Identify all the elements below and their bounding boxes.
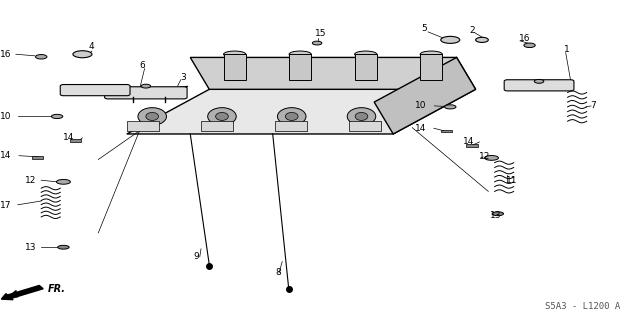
Ellipse shape bbox=[141, 84, 150, 88]
Bar bbox=[349, 121, 381, 131]
Ellipse shape bbox=[278, 108, 306, 125]
Ellipse shape bbox=[355, 113, 368, 121]
Ellipse shape bbox=[146, 113, 159, 121]
Bar bbox=[289, 54, 311, 80]
Text: 10: 10 bbox=[0, 112, 12, 121]
Ellipse shape bbox=[73, 51, 92, 58]
Text: 14: 14 bbox=[0, 151, 12, 160]
Bar bbox=[127, 121, 159, 131]
Text: 17: 17 bbox=[0, 201, 12, 210]
Ellipse shape bbox=[51, 115, 63, 119]
FancyBboxPatch shape bbox=[105, 87, 187, 99]
Text: 12: 12 bbox=[26, 176, 36, 185]
Text: 16: 16 bbox=[0, 50, 12, 59]
Ellipse shape bbox=[312, 41, 322, 45]
Bar bbox=[420, 54, 442, 80]
Text: 13: 13 bbox=[26, 243, 37, 252]
Text: 1: 1 bbox=[564, 45, 570, 54]
Bar bbox=[32, 156, 43, 159]
Ellipse shape bbox=[441, 36, 460, 43]
Ellipse shape bbox=[484, 155, 499, 160]
Text: 3: 3 bbox=[180, 73, 186, 82]
FancyArrow shape bbox=[1, 286, 43, 300]
Text: FR.: FR. bbox=[47, 284, 65, 294]
Text: 14: 14 bbox=[415, 124, 427, 133]
Text: 9: 9 bbox=[193, 252, 199, 261]
Text: 15: 15 bbox=[315, 29, 326, 38]
Text: 12: 12 bbox=[479, 152, 491, 161]
FancyBboxPatch shape bbox=[60, 85, 130, 96]
Text: 10: 10 bbox=[415, 101, 427, 110]
Bar bbox=[466, 144, 477, 147]
Bar bbox=[223, 54, 246, 80]
Polygon shape bbox=[190, 57, 476, 89]
Text: 6: 6 bbox=[140, 61, 145, 70]
Text: 14: 14 bbox=[63, 133, 75, 142]
Bar bbox=[275, 121, 307, 131]
Text: S5A3 - L1200 A: S5A3 - L1200 A bbox=[545, 302, 621, 311]
Bar bbox=[70, 139, 81, 142]
Text: 5: 5 bbox=[422, 24, 428, 33]
Ellipse shape bbox=[476, 37, 488, 42]
Ellipse shape bbox=[216, 113, 228, 121]
Ellipse shape bbox=[534, 79, 544, 83]
Polygon shape bbox=[374, 57, 476, 134]
Text: 4: 4 bbox=[89, 42, 95, 51]
Ellipse shape bbox=[138, 108, 166, 125]
Bar bbox=[441, 130, 452, 132]
Bar bbox=[355, 54, 377, 80]
Text: 8: 8 bbox=[276, 268, 282, 277]
Ellipse shape bbox=[35, 55, 47, 59]
FancyBboxPatch shape bbox=[504, 80, 574, 91]
Ellipse shape bbox=[445, 105, 456, 109]
Ellipse shape bbox=[524, 43, 535, 48]
Text: 14: 14 bbox=[463, 137, 474, 146]
Ellipse shape bbox=[208, 108, 236, 125]
Ellipse shape bbox=[285, 113, 298, 121]
Ellipse shape bbox=[492, 212, 504, 216]
Text: 13: 13 bbox=[490, 211, 502, 220]
Ellipse shape bbox=[58, 245, 69, 249]
Ellipse shape bbox=[420, 51, 442, 57]
Polygon shape bbox=[127, 89, 476, 134]
Ellipse shape bbox=[355, 51, 377, 57]
Bar bbox=[201, 121, 232, 131]
Text: 11: 11 bbox=[506, 176, 518, 185]
Text: 16: 16 bbox=[519, 34, 531, 43]
Ellipse shape bbox=[348, 108, 376, 125]
Ellipse shape bbox=[56, 179, 70, 184]
Text: 7: 7 bbox=[590, 101, 596, 110]
Text: 2: 2 bbox=[469, 26, 475, 35]
Ellipse shape bbox=[223, 51, 246, 57]
Ellipse shape bbox=[289, 51, 311, 57]
